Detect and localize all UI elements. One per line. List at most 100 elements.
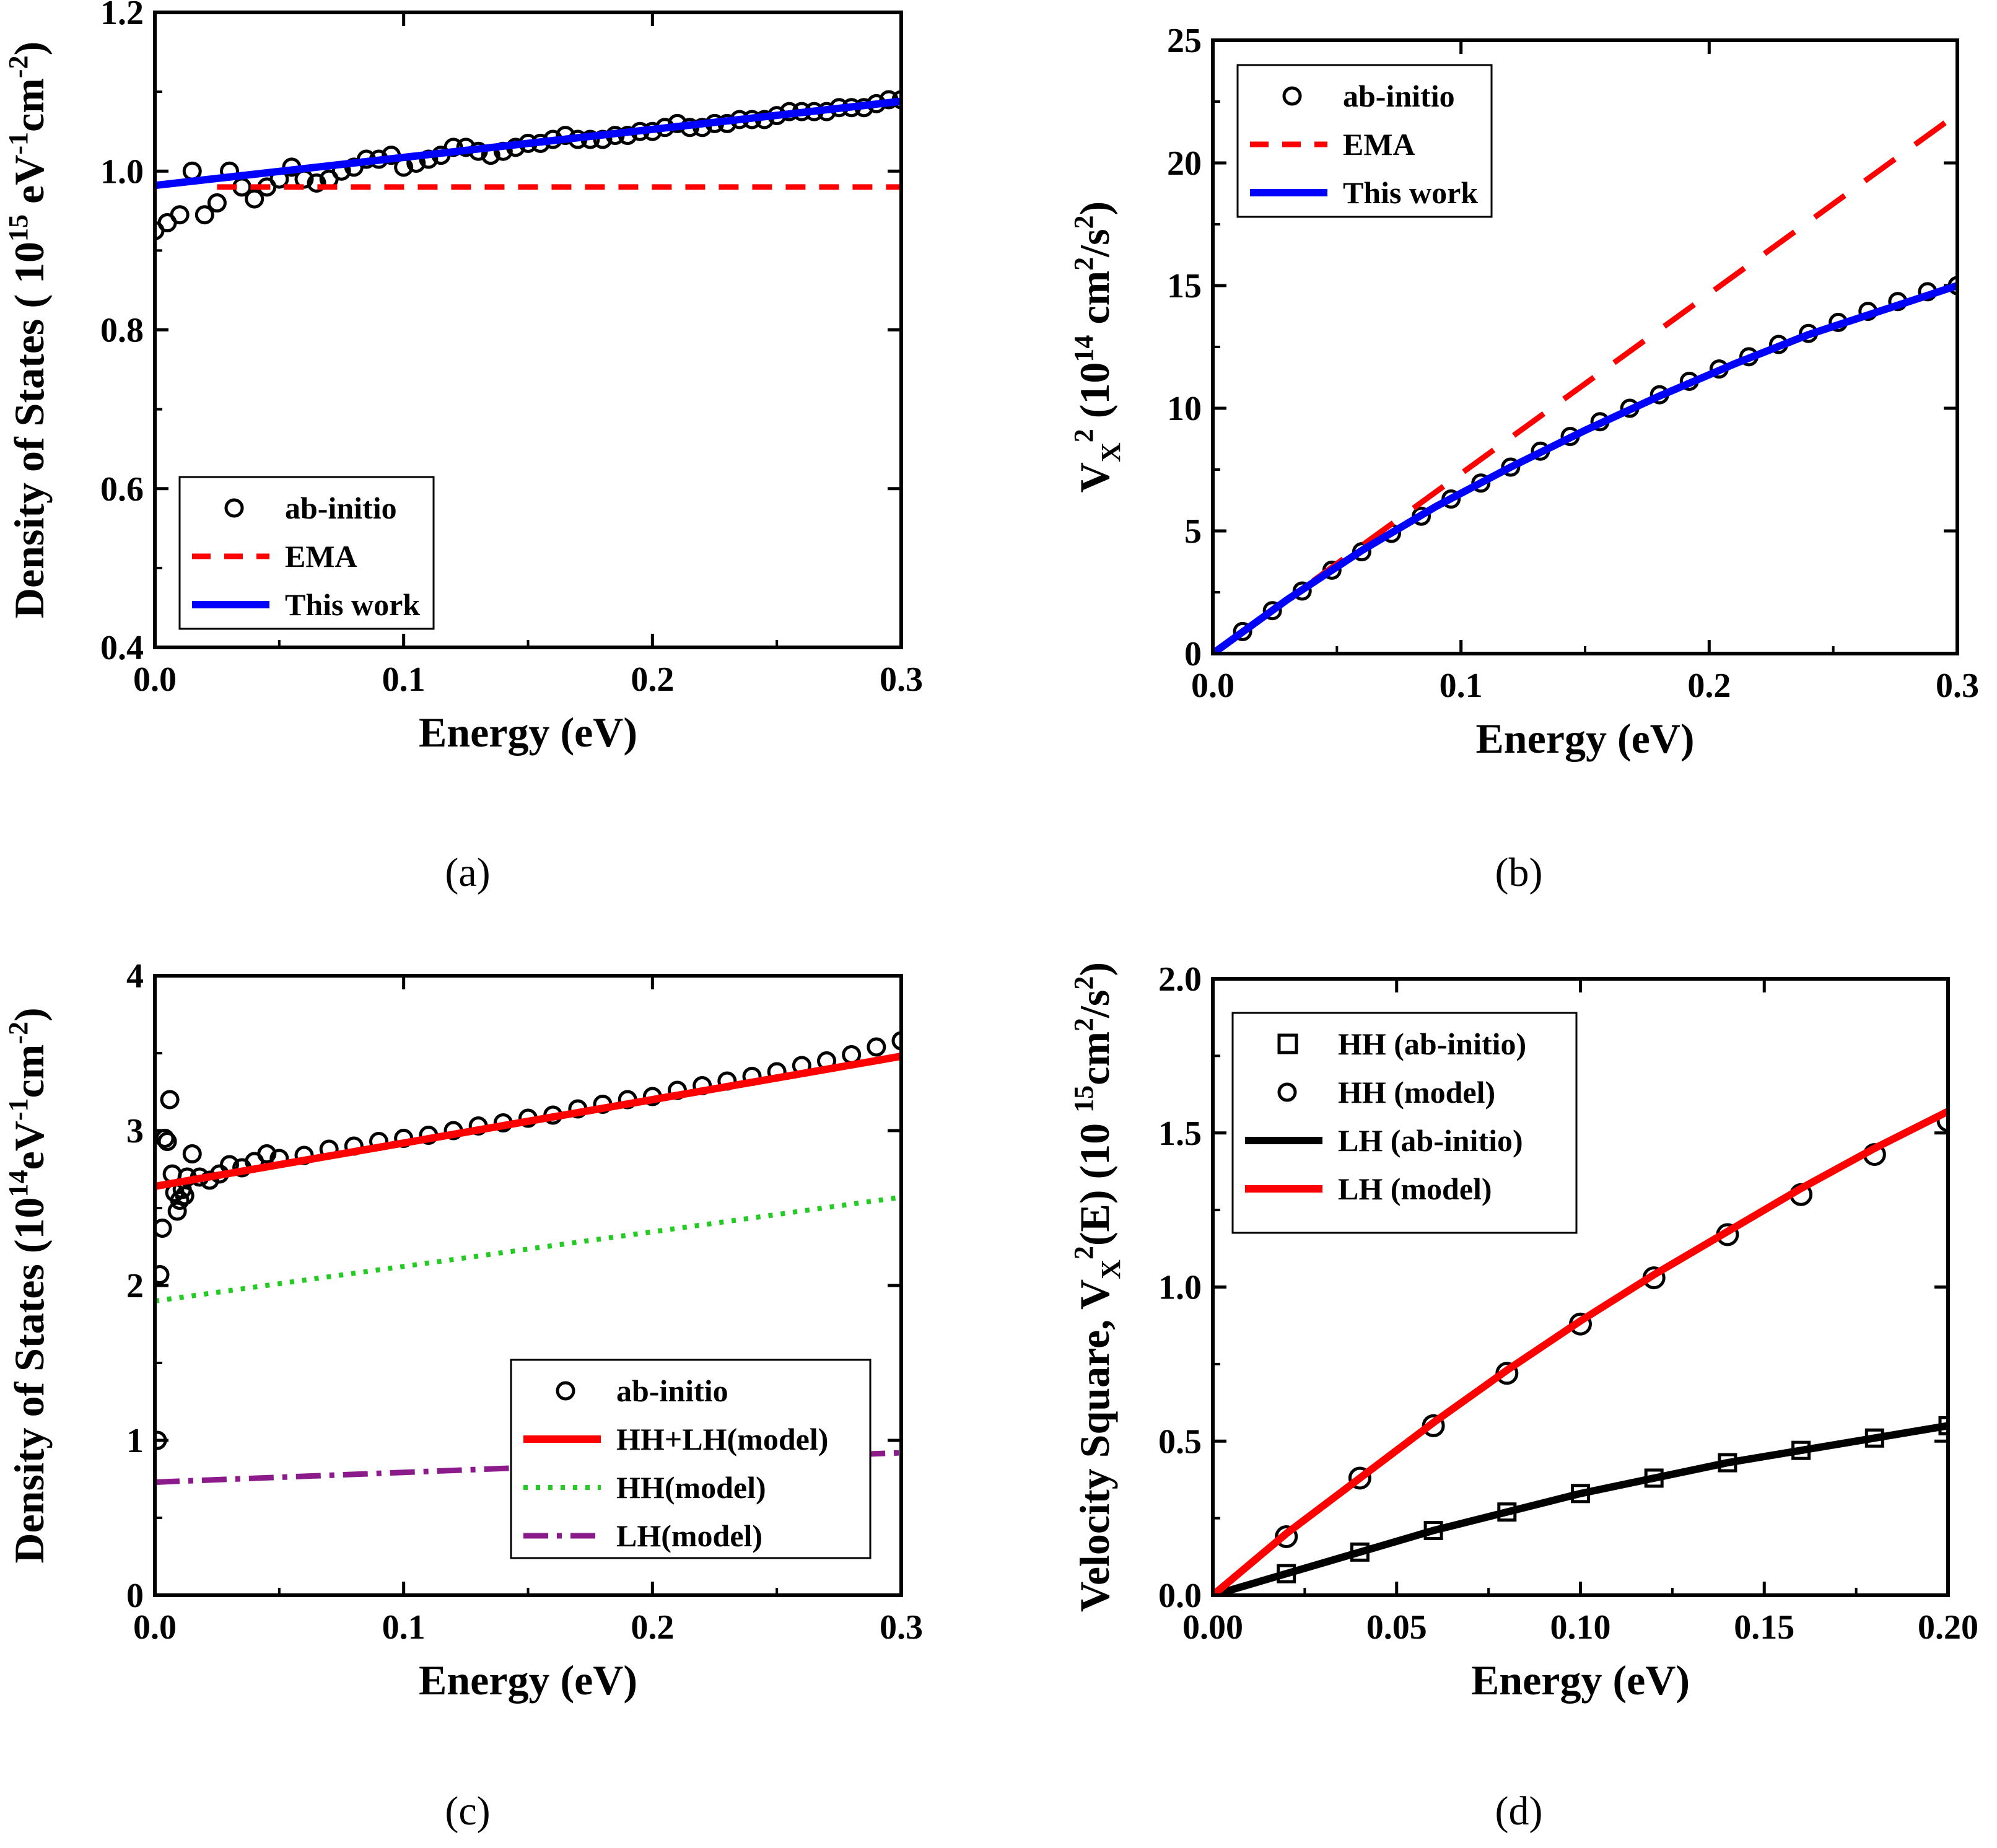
series-line-this-work — [157, 97, 899, 190]
y-tick-label: 0.4 — [100, 629, 144, 667]
y-tick-label: 25 — [1167, 22, 1202, 60]
legend-marker — [1282, 86, 1302, 106]
series-group — [1215, 1108, 1946, 1593]
legend-label: LH (model) — [1338, 1171, 1492, 1206]
legend-box — [1231, 1012, 1578, 1234]
legend-label: ab-initio — [1343, 79, 1455, 113]
x-tick-label: 0.3 — [1936, 667, 1979, 705]
y-axis-label: Velocity Square, VX2(E) (10 15cm2/s2) — [1068, 962, 1126, 1612]
x-tick-label: 0.3 — [880, 1608, 923, 1647]
legend: ab-initio EMA This work — [178, 476, 435, 630]
data-point-ab-initio — [170, 1191, 190, 1210]
legend-marker — [556, 1381, 575, 1401]
series-line-hh-lh-model — [157, 1053, 899, 1190]
x-tick-label: 0.3 — [880, 660, 923, 699]
legend-label: ab-initio — [616, 1373, 728, 1408]
y-tick-label: 0.6 — [100, 470, 144, 509]
x-tick-label: 0.00 — [1182, 1608, 1243, 1647]
y-tick-label: 1.5 — [1158, 1114, 1202, 1153]
y-tick-label: 0 — [1184, 635, 1202, 673]
legend-marker — [1277, 1082, 1297, 1102]
data-point-ab-initio — [157, 1219, 172, 1238]
series-group — [157, 90, 899, 240]
y-tick-label: 1 — [126, 1422, 144, 1460]
x-tick-label: 0.1 — [382, 1608, 426, 1647]
x-tick-label: 0.0 — [133, 1608, 177, 1647]
y-tick-label: 0 — [126, 1577, 144, 1615]
caption-d: (d) — [1495, 1789, 1543, 1834]
x-tick-label: 0.0 — [133, 660, 177, 699]
legend: ab-initio HH+LH(model) HH(model) LH(model) — [510, 1359, 872, 1559]
y-axis-label: Density of States ( 1015 eV-1cm-2) — [3, 42, 53, 618]
y-tick-label: 0.5 — [1158, 1422, 1202, 1461]
series-line-hh-model — [157, 1194, 899, 1303]
y-tick-label: 2.0 — [1158, 960, 1202, 999]
x-axis-label: Energy (eV) — [419, 709, 637, 756]
y-tick-label: 2 — [126, 1267, 144, 1305]
x-tick-label: 0.20 — [1918, 1608, 1978, 1647]
x-axis-label: Energy (eV) — [419, 1657, 637, 1704]
y-tick-label: 10 — [1167, 390, 1202, 428]
data-point-ab-initio — [157, 1132, 177, 1151]
y-tick-label: 3 — [126, 1112, 144, 1150]
panel-c: 0.0 0.1 0.2 0.3 0 1 2 3 4 Energy (eV) Density of S… — [3, 957, 923, 1704]
data-point-ab-initio — [257, 1144, 277, 1163]
series-line-this-work — [1215, 282, 1955, 652]
y-tick-label: 5 — [1184, 512, 1202, 551]
legend: ab-initio EMA This work — [1236, 64, 1493, 218]
x-axis-label: Energy (eV) — [1471, 1657, 1690, 1704]
data-point-ab-initio — [157, 1129, 175, 1148]
x-tick-label: 0.1 — [382, 660, 426, 699]
data-point-hh-model — [1348, 1466, 1371, 1490]
y-axis-label: Density of States (1014eV-1cm-2) — [3, 1007, 53, 1563]
y-tick-label: 1.0 — [100, 152, 144, 191]
data-point-ab-initio — [182, 1144, 202, 1163]
x-tick-label: 0.2 — [1687, 667, 1731, 705]
legend-label: LH(model) — [616, 1518, 763, 1553]
legend-marker — [224, 498, 244, 518]
data-point-hh-model — [1936, 1109, 1946, 1132]
panel-b: 0.0 0.1 0.2 0.3 0 5 10 15 20 25 Energy (eV) VX2 (10… — [1068, 22, 1979, 762]
legend-box — [510, 1359, 872, 1559]
legend-label: EMA — [285, 539, 357, 574]
x-tick-label: 0.2 — [631, 1608, 674, 1647]
data-point-ab-initio — [157, 1430, 167, 1450]
data-point-ab-initio — [245, 189, 264, 209]
data-point-ab-initio — [170, 205, 190, 225]
y-tick-label: 20 — [1167, 144, 1202, 183]
data-point-hh-model — [1275, 1525, 1298, 1548]
x-tick-label: 0.10 — [1550, 1608, 1611, 1647]
caption-c: (c) — [445, 1789, 490, 1834]
panel-a: 0.0 0.1 0.2 0.3 0.4 0.6 0.8 1.0 1.2 Energy (eV) De… — [3, 0, 923, 756]
data-point-ab-initio — [160, 1090, 180, 1110]
data-point-ab-initio — [867, 1037, 886, 1057]
data-point-ab-initio — [194, 205, 214, 225]
data-point-ab-initio — [891, 1031, 899, 1051]
data-point-ab-initio — [175, 1186, 194, 1206]
y-axis-label: VX2 (1014 cm2/s2) — [1068, 201, 1126, 493]
legend-label: EMA — [1343, 127, 1415, 162]
legend-label: This work — [1343, 175, 1478, 210]
data-point-ab-initio — [167, 1201, 187, 1221]
legend-label: HH+LH(model) — [616, 1422, 828, 1456]
y-tick-label: 1.0 — [1158, 1269, 1202, 1307]
y-tick-label: 0.0 — [1158, 1577, 1202, 1615]
y-tick-label: 4 — [126, 957, 144, 996]
legend-label: LH (ab-initio) — [1338, 1123, 1523, 1158]
legend: HH (ab-initio) HH (model) LH (ab-initio) LH… — [1231, 1012, 1578, 1234]
caption-a: (a) — [445, 850, 490, 895]
data-point-ab-initio — [182, 161, 202, 181]
x-tick-label: 0.2 — [631, 660, 674, 699]
caption-b: (b) — [1495, 850, 1543, 895]
legend-label: ab-initio — [285, 491, 397, 525]
legend-label: HH(model) — [616, 1470, 766, 1505]
y-tick-label: 15 — [1167, 267, 1202, 305]
legend-label: HH (model) — [1338, 1075, 1495, 1110]
series-line-lh-model — [1215, 1108, 1946, 1593]
x-tick-label: 0.05 — [1366, 1608, 1427, 1647]
x-tick-label: 0.1 — [1440, 667, 1483, 705]
legend-label: This work — [285, 587, 420, 622]
panel-d: 0.00 0.05 0.10 0.15 0.20 0.0 0.5 1.0 1.5 2.0 Energ… — [1068, 960, 1978, 1704]
y-tick-label: 0.8 — [100, 312, 144, 350]
